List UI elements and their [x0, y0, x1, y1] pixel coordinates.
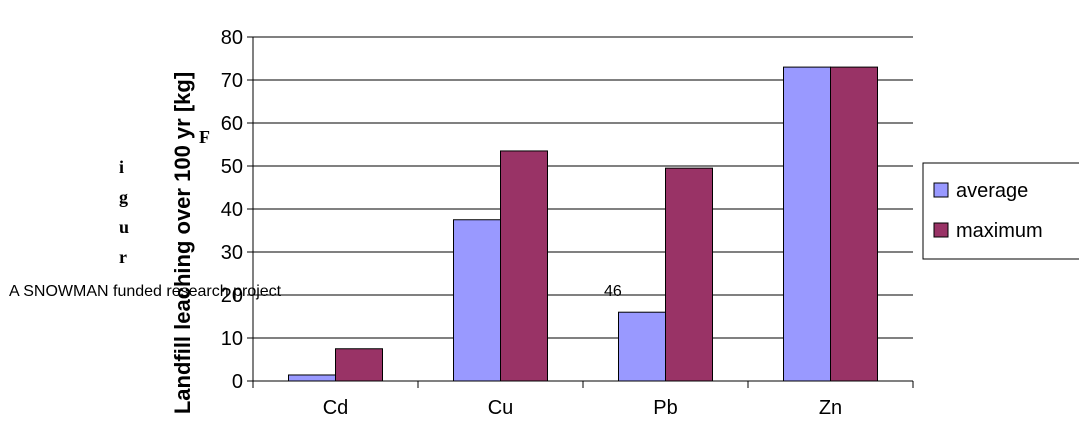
x-category-labels: Cd Cu Pb Zn [323, 397, 842, 419]
legend-swatch-average [933, 182, 949, 198]
y-tick-label: 70 [221, 70, 243, 92]
vertical-letter-u: u [119, 217, 130, 237]
bar-average-cd [288, 374, 336, 382]
bar-average-cu [453, 219, 501, 382]
y-axis-label: Landfill leaching over 100 yr [kg] [170, 72, 195, 414]
x-category-label: Cu [488, 397, 514, 419]
bar-maximum-cd [335, 348, 383, 382]
vertical-letter-g: g [119, 187, 128, 207]
y-tick-label: 40 [221, 199, 243, 221]
axes [247, 36, 914, 388]
vertical-letter-i: i [119, 157, 125, 177]
gridlines [253, 36, 913, 339]
y-tick-label: 30 [221, 242, 243, 264]
x-category-label: Cd [323, 397, 349, 419]
vertical-letter-r: r [119, 247, 127, 267]
bar-average-pb [618, 311, 666, 382]
bar-average-zn [783, 66, 831, 382]
legend-swatch-maximum [933, 222, 949, 238]
legend-label-maximum: maximum [956, 220, 1043, 242]
y-tick-labels: 0 10 20 30 40 50 60 70 80 [221, 27, 243, 393]
y-tick-label: 50 [221, 156, 243, 178]
y-tick-label: 20 [221, 285, 243, 307]
y-tick-label: 60 [221, 113, 243, 135]
bar-maximum-pb [665, 167, 713, 382]
y-tick-label: 10 [221, 328, 243, 350]
y-tick-label: 80 [221, 27, 243, 49]
page-number: 46 [604, 283, 622, 300]
bar-maximum-zn [830, 66, 878, 382]
legend: average maximum [922, 162, 1079, 260]
vertical-letter-f: F [199, 127, 210, 147]
bar-maximum-cu [500, 150, 548, 382]
legend-box [922, 162, 1079, 260]
x-category-label: Pb [653, 397, 677, 419]
footer-project-text: A SNOWMAN funded research project [9, 283, 282, 300]
legend-label-average: average [956, 180, 1028, 202]
bars-group [288, 66, 878, 382]
x-category-label: Zn [819, 397, 842, 419]
y-tick-label: 0 [232, 371, 243, 393]
